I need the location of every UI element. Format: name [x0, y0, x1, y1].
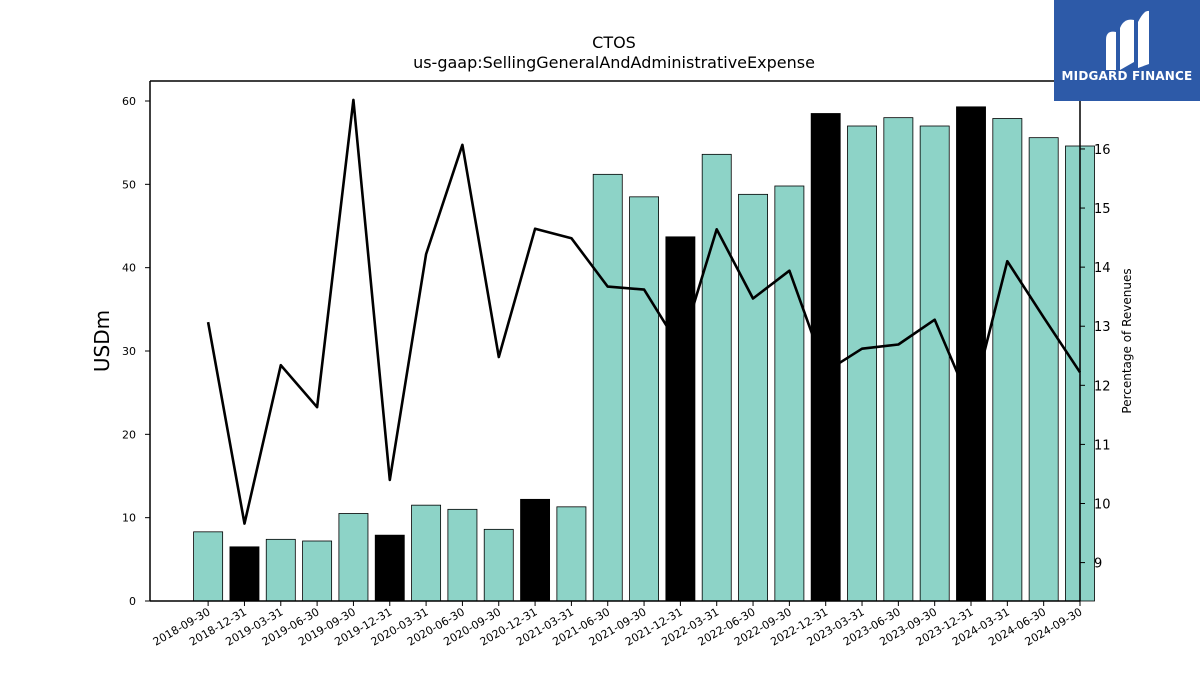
y-tick-label: 40: [122, 262, 136, 275]
y-tick-label: 50: [122, 178, 136, 191]
bar: [447, 508, 478, 602]
y-tick-label: 0: [129, 595, 136, 608]
bar: [302, 540, 333, 602]
y2-axis-label: Percentage of Revenues: [1120, 268, 1134, 413]
bar: [483, 528, 514, 602]
bar: [556, 506, 587, 602]
bar: [411, 504, 442, 602]
bar: [992, 118, 1023, 602]
y2-tick-label: 15: [1094, 202, 1111, 217]
y2-tick-label: 13: [1094, 320, 1111, 335]
bar-series: [193, 106, 1095, 602]
y2-tick-label: 16: [1094, 143, 1111, 158]
bar: [847, 125, 877, 602]
chart-subtitle: us-gaap:SellingGeneralAndAdministrativeE…: [413, 53, 815, 72]
y-tick-label: 10: [122, 512, 136, 525]
bar: [193, 531, 224, 602]
bar: [665, 236, 696, 602]
y-tick-label: 30: [122, 345, 136, 358]
midgard-finance-logo: MIDGARD FINANCE: [1054, 0, 1200, 101]
bar: [265, 538, 296, 602]
y-axis-label: USDm: [90, 310, 114, 372]
y2-tick-label: 9: [1094, 557, 1102, 572]
bar: [738, 193, 768, 602]
midgard-logo-icon: [1106, 10, 1149, 70]
bar: [701, 153, 732, 602]
chart-title: CTOS: [592, 33, 636, 52]
revenue-percentage-line: [206, 98, 1082, 525]
bar: [229, 546, 260, 602]
bar: [592, 173, 623, 602]
bar: [1028, 137, 1059, 602]
bar: [338, 513, 369, 602]
bar: [810, 113, 841, 602]
y2-tick-label: 14: [1094, 261, 1111, 276]
y-tick-label: 20: [122, 428, 136, 441]
bar: [774, 185, 805, 602]
bar: [919, 125, 950, 602]
y2-tick-label: 10: [1094, 498, 1111, 513]
y-tick-label: 60: [122, 95, 136, 108]
bar: [374, 534, 405, 602]
y2-tick-label: 11: [1094, 438, 1111, 453]
bar: [520, 498, 551, 602]
y2-tick-label: 12: [1094, 379, 1111, 394]
bar: [883, 117, 914, 602]
line-series: [206, 98, 1082, 525]
logo-text: MIDGARD FINANCE: [1061, 69, 1193, 83]
bar: [956, 106, 986, 602]
bar: [629, 196, 659, 602]
